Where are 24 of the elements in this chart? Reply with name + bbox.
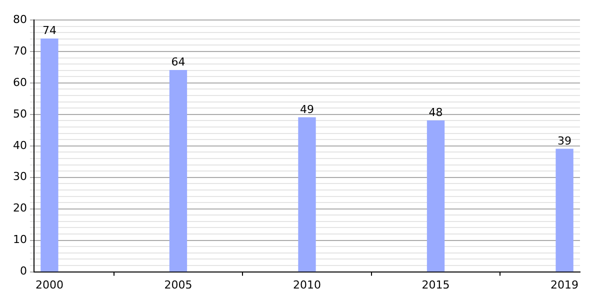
x-tick-label: 2015 bbox=[422, 278, 450, 292]
y-tick-label: 50 bbox=[12, 107, 27, 120]
data-label: 74 bbox=[42, 24, 56, 38]
y-tick-label: 20 bbox=[12, 202, 27, 215]
data-label: 39 bbox=[558, 134, 572, 148]
y-tick-label: 60 bbox=[12, 76, 27, 89]
data-label: 48 bbox=[428, 106, 443, 120]
x-tick-label: 2010 bbox=[293, 278, 321, 292]
y-tick-label: 30 bbox=[12, 170, 27, 184]
x-tick-label: 2005 bbox=[164, 278, 192, 292]
bar bbox=[169, 70, 188, 272]
y-tick-label: 70 bbox=[12, 44, 27, 58]
y-tick-label: 40 bbox=[12, 138, 27, 152]
bar bbox=[40, 38, 58, 272]
y-tick-label: 80 bbox=[12, 12, 27, 26]
x-tick-label: 2000 bbox=[35, 278, 64, 292]
data-label: 64 bbox=[171, 56, 186, 69]
bar bbox=[426, 120, 445, 272]
data-label: 49 bbox=[300, 102, 314, 116]
bar bbox=[556, 148, 574, 272]
bar bbox=[298, 117, 316, 272]
y-tick-label: 10 bbox=[12, 233, 27, 246]
x-tick-label: 2019 bbox=[550, 278, 579, 292]
y-tick-label: 0 bbox=[20, 264, 27, 278]
